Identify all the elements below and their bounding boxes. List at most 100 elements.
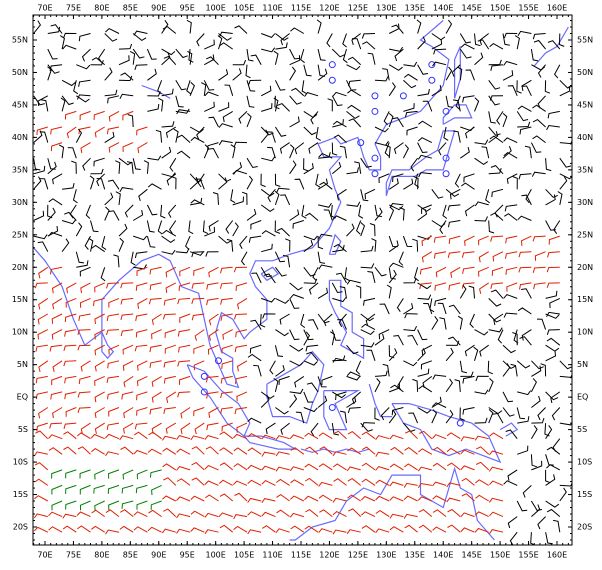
wind-barb: [161, 121, 175, 128]
wind-barb: [453, 130, 461, 143]
coastline: [454, 46, 461, 99]
wind-barb: [540, 363, 547, 377]
wind-barb: [489, 135, 504, 144]
wind-barb: [404, 110, 418, 118]
wind-barb: [517, 30, 532, 36]
wind-barb: [360, 313, 374, 322]
wind-barb: [490, 289, 504, 299]
wind-barb: [303, 64, 312, 77]
wind-barb: [285, 238, 291, 252]
wind-barb: [489, 480, 504, 486]
wind-barb: [417, 204, 431, 212]
wind-barb: [260, 85, 272, 97]
wind-barb: [78, 79, 91, 87]
wind-barb: [383, 111, 390, 126]
wind-barb: [176, 466, 191, 471]
wind-barb: [503, 151, 518, 159]
wind-barb: [158, 97, 164, 112]
wind-barb: [105, 451, 120, 457]
wind-barb: [361, 422, 376, 428]
wind-barb: [65, 469, 77, 479]
wind-barb: [347, 104, 361, 112]
wind-barb: [206, 422, 219, 431]
wind-barb: [509, 531, 518, 545]
wind-barb: [546, 266, 560, 273]
wind-barbs: [33, 19, 572, 545]
x-label-bottom: 145E: [462, 551, 482, 560]
wind-barb: [317, 68, 328, 81]
wind-barb: [301, 204, 307, 219]
wind-barb: [388, 348, 398, 362]
wind-barb: [206, 282, 219, 290]
wind-barb: [119, 435, 134, 441]
wind-barb: [191, 461, 205, 471]
wind-barb: [533, 39, 546, 50]
wind-barb: [76, 260, 89, 268]
wind-barb: [280, 422, 290, 435]
calm-marker: [399, 92, 407, 100]
wind-barb: [363, 297, 376, 306]
x-label-bottom: 125E: [348, 551, 368, 560]
wind-barb: [122, 142, 134, 152]
wind-barb: [460, 465, 475, 471]
wind-barb: [35, 375, 48, 384]
wind-barb: [421, 251, 433, 263]
wind-barb: [219, 282, 233, 289]
wind-barb: [502, 70, 514, 81]
wind-barb: [96, 173, 106, 187]
wind-barb: [246, 113, 252, 128]
wind-barb: [398, 251, 404, 266]
wind-barb: [332, 451, 347, 457]
wind-barb: [274, 267, 287, 277]
wind-barb: [218, 177, 228, 190]
wind-barb: [275, 329, 289, 337]
wind-barb: [417, 209, 428, 221]
x-label-bottom: 130E: [376, 551, 396, 560]
wind-barb: [437, 302, 447, 315]
wind-barb: [38, 360, 49, 373]
wind-barb: [558, 33, 565, 47]
wind-barb: [63, 422, 77, 430]
wind-barb: [488, 298, 502, 307]
wind-barb: [219, 524, 234, 533]
wind-barb: [317, 287, 329, 299]
wind-barb: [445, 347, 454, 362]
y-label-right: 30N: [577, 198, 593, 207]
wind-barb: [115, 160, 121, 174]
wind-barb: [201, 82, 207, 96]
wind-barb: [36, 422, 48, 432]
wind-barb: [304, 495, 319, 502]
wind-barb: [262, 525, 276, 533]
wind-barb: [274, 220, 281, 234]
wind-barb: [446, 482, 461, 488]
wind-barb: [275, 466, 290, 472]
wind-barb: [318, 494, 333, 502]
wind-barb: [240, 251, 248, 266]
wind-barb: [79, 297, 91, 308]
calm-marker: [371, 107, 379, 115]
wind-barb: [208, 313, 219, 326]
wind-barb: [88, 237, 94, 252]
wind-barb: [276, 493, 290, 502]
wind-barb: [391, 407, 404, 416]
wind-barb: [39, 178, 49, 190]
wind-barb: [347, 89, 361, 97]
wind-barb: [547, 110, 560, 119]
x-label-top: 140E: [433, 4, 453, 13]
wind-barb: [33, 20, 42, 34]
wind-barb: [94, 282, 105, 293]
wind-barb: [354, 161, 362, 174]
wind-barb: [120, 297, 134, 305]
wind-barb: [332, 119, 344, 128]
wind-barb: [96, 178, 106, 190]
wind-barb: [47, 207, 56, 221]
x-label-top: 100E: [206, 4, 226, 13]
wind-barb: [94, 375, 105, 386]
wind-barb: [303, 235, 318, 241]
wind-barb: [277, 103, 290, 112]
wind-barb: [335, 272, 347, 284]
wind-barb: [262, 313, 276, 319]
wind-barb: [445, 95, 454, 108]
wind-barb: [393, 334, 404, 346]
wind-barb: [346, 466, 361, 472]
